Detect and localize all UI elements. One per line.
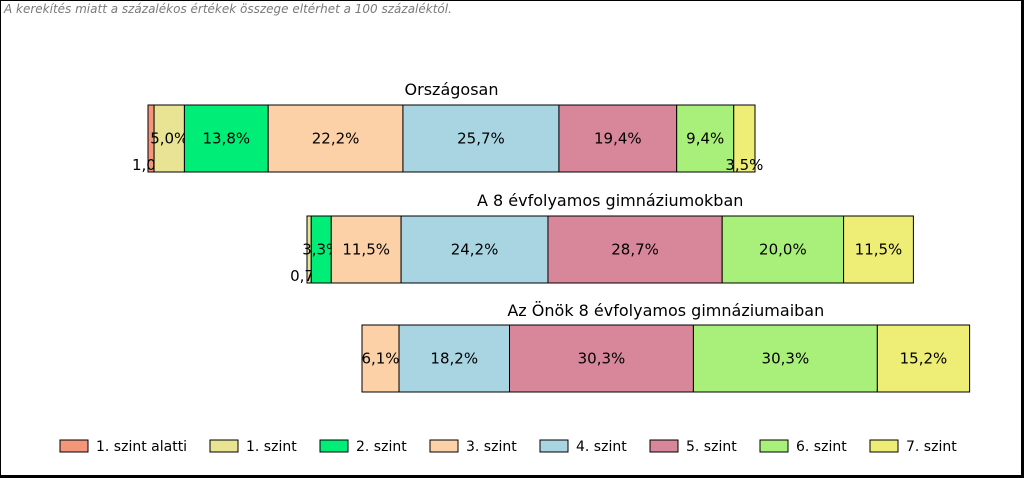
data-label: 20,0% [759, 241, 807, 259]
data-label: 9,4% [686, 130, 724, 148]
bar-segment [361, 324, 400, 393]
data-label: 30,3% [762, 350, 810, 368]
bar-segment [267, 104, 404, 173]
bar-title: Országosan [405, 80, 499, 99]
bar-segment [547, 215, 723, 284]
legend-label: 7. szint [906, 439, 957, 455]
legend-swatch [649, 439, 679, 453]
data-label: 5,0% [150, 130, 188, 148]
data-label: 3,5% [725, 156, 763, 174]
bar-segment [153, 104, 185, 173]
legend-label: 6. szint [796, 439, 847, 455]
data-label: 11,5% [342, 241, 390, 259]
bar-segment [721, 215, 845, 284]
rounding-note: A kerekítés miatt a százalékos értékek ö… [4, 2, 452, 16]
legend-swatch [759, 439, 789, 453]
data-label: 11,5% [855, 241, 903, 259]
legend-swatch [59, 439, 89, 453]
bar-segment [402, 104, 560, 173]
data-label: 19,4% [594, 130, 642, 148]
bar-segment [509, 324, 694, 393]
bar-segment [398, 324, 511, 393]
bar-segment [400, 215, 549, 284]
data-label: 28,7% [611, 241, 659, 259]
bar-segment [733, 104, 756, 173]
bar-title: A 8 évfolyamos gimnáziumokban [477, 191, 743, 210]
data-label: 30,3% [578, 350, 626, 368]
bar-title: Az Önök 8 évfolyamos gimnáziumaiban [507, 301, 824, 320]
bar-segment [183, 104, 269, 173]
legend-label: 3. szint [466, 439, 517, 455]
legend-swatch [319, 439, 349, 453]
bar-segment [676, 104, 735, 173]
bar-segment [843, 215, 914, 284]
data-label: 6,1% [361, 350, 399, 368]
data-label: 15,2% [900, 350, 948, 368]
bar-segment [692, 324, 878, 393]
legend-label: 1. szint alatti [96, 439, 187, 455]
legend-swatch [869, 439, 899, 453]
data-label: 22,2% [312, 130, 360, 148]
legend-swatch [539, 439, 569, 453]
data-label: 25,7% [457, 130, 505, 148]
legend-label: 2. szint [356, 439, 407, 455]
bar-segment [558, 104, 678, 173]
bar-segment [876, 324, 971, 393]
legend-label: 4. szint [576, 439, 627, 455]
legend-label: 1. szint [246, 439, 297, 455]
legend-label: 5. szint [686, 439, 737, 455]
data-label: 18,2% [430, 350, 478, 368]
legend-swatch [209, 439, 239, 453]
legend-swatch [429, 439, 459, 453]
data-label: 24,2% [451, 241, 499, 259]
bar-segment [330, 215, 402, 284]
data-label: 13,8% [202, 130, 250, 148]
